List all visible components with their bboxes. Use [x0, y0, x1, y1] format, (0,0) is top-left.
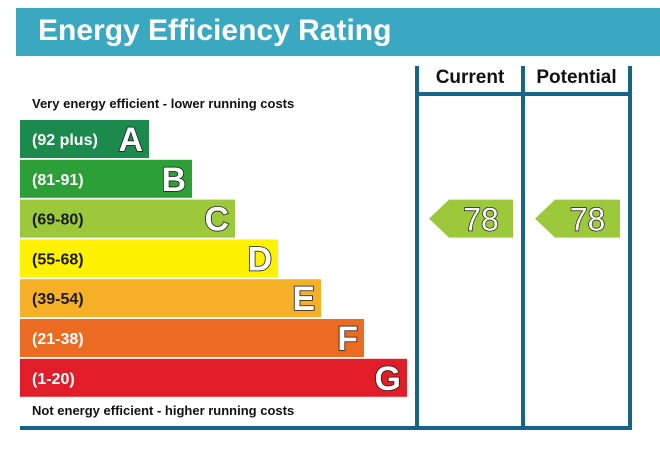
band-g-range: (1-20) — [32, 371, 75, 388]
band-b-bar — [20, 159, 192, 198]
band-f-letter: F — [337, 320, 358, 358]
potential-value: 78 — [570, 202, 606, 238]
band-f-bar — [20, 319, 364, 357]
page-title: Energy Efficiency Rating — [38, 14, 392, 47]
column-header-potential: Potential — [536, 67, 617, 88]
bottom-note: Not energy efficient - higher running co… — [32, 403, 295, 418]
band-b-letter: B — [161, 161, 186, 199]
column-header-current: Current — [435, 67, 505, 88]
band-c-bar — [20, 199, 235, 238]
band-d-letter: D — [247, 240, 272, 278]
band-a-letter: A — [118, 121, 143, 159]
band-f-range: (21-38) — [32, 331, 84, 348]
left-divider-current — [415, 66, 419, 430]
right-border — [628, 66, 632, 430]
current-arrow — [429, 199, 513, 238]
top-note: Very energy efficient - lower running co… — [32, 96, 295, 111]
band-b-range: (81-91) — [32, 172, 84, 189]
potential-arrow — [535, 199, 620, 238]
band-d-bar — [20, 239, 278, 278]
band-g-letter: G — [375, 360, 401, 398]
band-a-range: (92 plus) — [32, 132, 98, 149]
band-c-range: (69-80) — [32, 212, 84, 229]
bottom-border — [20, 426, 632, 430]
band-c-letter: C — [204, 201, 229, 239]
band-e-letter: E — [292, 280, 315, 318]
band-e-range: (39-54) — [32, 291, 84, 308]
divider-potential — [521, 66, 525, 430]
header-underline — [415, 92, 632, 96]
header-bar: Energy Efficiency Rating — [16, 8, 660, 56]
current-value: 78 — [463, 202, 499, 238]
band-g-bar — [20, 358, 407, 397]
band-d-range: (55-68) — [32, 251, 84, 268]
band-e-bar — [20, 279, 321, 318]
band-a-bar — [20, 120, 149, 158]
